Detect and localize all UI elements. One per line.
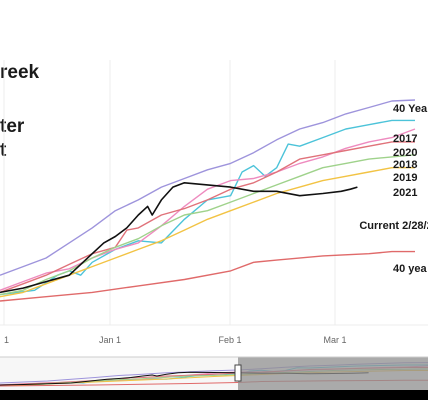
series-line-6 bbox=[0, 182, 358, 294]
series-label-0: 40 Yea bbox=[393, 103, 428, 115]
x-tick-label-1: Jan 1 bbox=[99, 335, 121, 345]
series-label-2: 2020 bbox=[393, 147, 417, 159]
series-line-3 bbox=[0, 141, 415, 294]
series-line-1 bbox=[0, 119, 415, 296]
x-tick-label-2: Feb 1 bbox=[218, 335, 241, 345]
chart-title-fragment-3: t bbox=[0, 140, 7, 161]
x-tick-label-0: 1 bbox=[4, 335, 9, 345]
series-label-4: 2019 bbox=[393, 172, 417, 184]
series-line-7 bbox=[0, 250, 415, 302]
series-label-1: 2017 bbox=[393, 133, 417, 145]
series-line-4 bbox=[0, 154, 416, 296]
series-label-5: 2021 bbox=[393, 187, 417, 199]
navigator-handle bbox=[234, 364, 242, 382]
navigator-mask bbox=[238, 357, 428, 390]
x-tick-label-3: Mar 1 bbox=[323, 335, 346, 345]
series-line-2 bbox=[0, 128, 416, 291]
series-label-6: Current 2/28/20 bbox=[359, 220, 428, 232]
series-label-3: 2018 bbox=[393, 159, 417, 171]
chart-title-fragment-1: reek bbox=[0, 62, 40, 83]
series-line-0 bbox=[0, 99, 416, 276]
bottom-strip bbox=[0, 390, 428, 400]
chart-title-fragment-2: ter bbox=[0, 116, 25, 137]
series-label-7: 40 yea bbox=[393, 263, 428, 275]
